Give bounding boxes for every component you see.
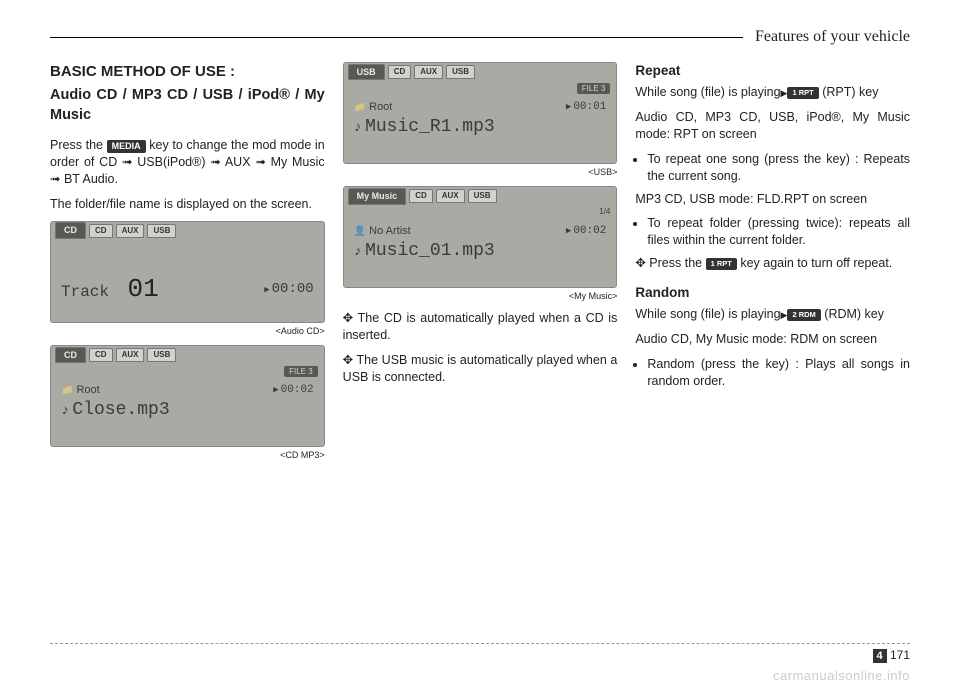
tab-active: My Music [348,188,407,205]
heading-basic-method: BASIC METHOD OF USE : [50,62,325,82]
page-footer: 4 171 [50,643,910,663]
screen-cd-mp3: CD CD AUX USB FILE 3 Root 00:02 Close.mp… [50,345,325,447]
paragraph-rpt-mode: Audio CD, MP3 CD, USB, iPod®, My Music m… [635,109,910,143]
screen-mid: No Artist 00:02 [344,219,617,239]
song-name: Music_R1.mp3 [354,117,495,137]
tab: CD [89,348,113,362]
bullets-random: Random (press the key) : Plays all songs… [635,356,910,390]
tab: USB [147,224,176,238]
tab: AUX [116,224,145,238]
heading-random: Random [635,284,910,302]
artist-label: No Artist [354,225,411,237]
section-number: 4 [873,649,887,663]
track-block: Track 01 [61,274,159,304]
time-label: 00:01 [566,101,606,113]
triangle-icon [781,307,788,321]
heading-audio-list: Audio CD / MP3 CD / USB / iPod® / My Mus… [50,86,325,125]
tab-active: CD [55,347,86,364]
tab-active: CD [55,222,86,239]
screen-tabs: USB CD AUX USB [344,63,617,81]
text-rd1b: (RDM) key [824,307,884,321]
column-2: USB CD AUX USB FILE 3 Root 00:01 Music_R… [343,62,618,469]
caption-audio-cd: <Audio CD> [50,325,325,337]
track-count: 1/4 [599,207,610,216]
screen-tabs: My Music CD AUX USB [344,187,617,205]
tab: AUX [116,348,145,362]
tab: AUX [436,189,465,203]
folder-label: Root [61,384,100,396]
content-columns: BASIC METHOD OF USE : Audio CD / MP3 CD … [50,62,910,469]
bullets-repeat-1: To repeat one song (press the key) : Rep… [635,151,910,185]
rpt-key-label-2: 1 RPT [706,258,737,270]
paragraph-rpt-key: While song (file) is playing 1 RPT (RPT) … [635,84,910,101]
folder-label: Root [354,101,393,113]
screen-usb: USB CD AUX USB FILE 3 Root 00:01 Music_R… [343,62,618,164]
media-key-label: MEDIA [107,140,146,153]
screen-mymusic: My Music CD AUX USB 1/4 No Artist 00:02 … [343,186,618,288]
tab: CD [388,65,412,79]
section-title: Features of your vehicle [743,28,910,46]
song-name: Close.mp3 [61,400,170,420]
tab: USB [147,348,176,362]
screen-main: Track 01 00:00 [51,262,324,306]
page-root: Features of your vehicle BASIC METHOD OF… [0,0,960,689]
screen-main: Music_R1.mp3 [344,115,617,139]
page-number-value: 171 [890,648,910,662]
bullet-repeat-one: To repeat one song (press the key) : Rep… [647,151,910,185]
text-rp1b: (RPT) key [822,85,878,99]
screen-tabs: CD CD AUX USB [51,222,324,240]
tab: CD [89,224,113,238]
bullet-repeat-folder: To repeat folder (pressing twice): repea… [647,215,910,249]
tab: USB [468,189,497,203]
column-3: Repeat While song (file) is playing 1 RPT… [635,62,910,469]
tab: CD [409,189,433,203]
song-name: Music_01.mp3 [354,241,495,261]
text-press-a: Press the [50,138,107,152]
text-rp1a: While song (file) is playing [635,85,780,99]
bullets-repeat-2: To repeat folder (pressing twice): repea… [635,215,910,249]
note-usb-auto: The USB music is automatically played wh… [343,352,618,386]
time-label: 00:00 [264,281,313,297]
rpt-key-label: 1 RPT [787,87,818,99]
file-number: FILE 3 [284,366,318,377]
track-label: Track [61,283,109,301]
paragraph-rdm-mode: Audio CD, My Music mode: RDM on screen [635,331,910,348]
track-number: 01 [127,274,158,304]
caption-cd-mp3: <CD MP3> [50,449,325,461]
paragraph-fldrpt: MP3 CD, USB mode: FLD.RPT on screen [635,191,910,208]
tab: USB [446,65,475,79]
screen-main: Close.mp3 [51,398,324,422]
tab-active: USB [348,64,385,81]
screen-mid: Root 00:01 [344,95,617,115]
page-number: 4 171 [873,648,911,663]
note-rpt-off: Press the 1 RPT key again to turn off re… [635,255,910,272]
column-1: BASIC METHOD OF USE : Audio CD / MP3 CD … [50,62,325,469]
triangle-icon [781,85,788,99]
tab: AUX [414,65,443,79]
screen-audio-cd: CD CD AUX USB Track 01 00:00 [50,221,325,323]
screen-tabs: CD CD AUX USB [51,346,324,364]
file-number: FILE 3 [577,83,611,94]
header-rule [50,37,743,38]
watermark: carmanualsonline.info [773,668,910,683]
caption-mymusic: <My Music> [343,290,618,302]
text-rd1a: While song (file) is playing [635,307,780,321]
time-label: 00:02 [273,384,313,396]
heading-repeat: Repeat [635,62,910,80]
text-rpnote-a: Press the [649,256,705,270]
header-line: Features of your vehicle [50,28,910,46]
screen-mid: Root 00:02 [51,378,324,398]
bullet-random: Random (press the key) : Plays all songs… [647,356,910,390]
rdm-key-label: 2 RDM [787,309,820,321]
paragraph-rdm-key: While song (file) is playing 2 RDM (RDM) … [635,306,910,323]
paragraph-folder-file: The folder/file name is displayed on the… [50,196,325,213]
text-rpnote-b: key again to turn off repeat. [737,256,892,270]
time-label: 00:02 [566,225,606,237]
paragraph-press-media: Press the MEDIA key to change the mod mo… [50,137,325,188]
screen-main: Music_01.mp3 [344,239,617,263]
caption-usb: <USB> [343,166,618,178]
note-cd-auto: The CD is automatically played when a CD… [343,310,618,344]
footer-rule [50,643,910,644]
